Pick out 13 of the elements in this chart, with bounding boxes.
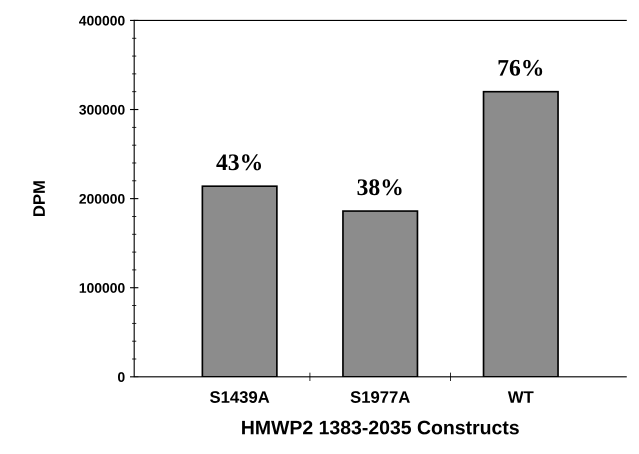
x-tick-label: S1439A	[210, 391, 270, 403]
y-tick-label: 300000	[79, 104, 125, 115]
x-tick-label: S1977A	[350, 391, 410, 403]
y-tick-label: 0	[118, 372, 125, 382]
annotation: 43%	[216, 154, 262, 170]
x-tick-label: WT	[508, 391, 534, 403]
annotation: 38%	[357, 179, 402, 196]
y-tick-label: 100000	[80, 283, 125, 293]
x-axis-title: HMWP2 1383-2035 Constructs	[242, 420, 519, 434]
y-axis-title: DPM	[33, 181, 45, 216]
y-tick-label: 400000	[79, 16, 125, 26]
annotation: 76%	[498, 60, 542, 76]
y-tick-label: 200000	[79, 194, 125, 204]
